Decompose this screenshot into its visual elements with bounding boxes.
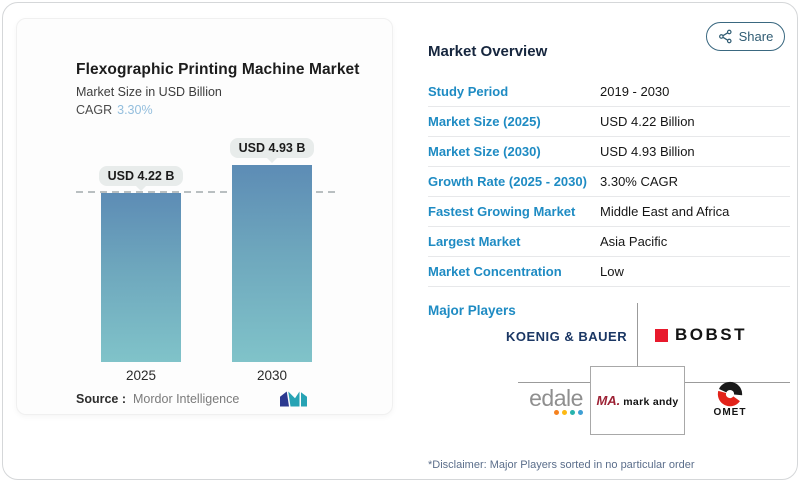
omet-glyph-icon <box>717 381 743 407</box>
major-players-section: Major Players KOENIG & BAUER BOBST MA. m… <box>428 301 790 449</box>
mark-andy-logo: MA. mark andy <box>596 393 678 408</box>
overview-row: Market Size (2030) USD 4.93 Billion <box>428 137 790 167</box>
omet-logo: OMET <box>700 381 760 418</box>
overview-table: Study Period 2019 - 2030 Market Size (2025… <box>428 77 790 287</box>
mark-andy-logo-box: MA. mark andy <box>590 366 685 435</box>
overview-row: Largest Market Asia Pacific <box>428 227 790 257</box>
connector-vertical-line <box>637 303 638 382</box>
bar-group-2030: USD 4.93 B 2030 <box>229 138 315 386</box>
overview-row-value: USD 4.93 Billion <box>600 144 695 159</box>
mordor-intelligence-logo <box>280 391 307 407</box>
overview-row-value: USD 4.22 Billion <box>600 114 695 129</box>
cagr-row: CAGR 3.30% <box>76 103 153 117</box>
reference-dashed-line <box>76 191 340 193</box>
chart-title: Flexographic Printing Machine Market <box>76 61 360 78</box>
overview-row: Study Period 2019 - 2030 <box>428 77 790 107</box>
overview-row-value: 3.30% CAGR <box>600 174 679 189</box>
overview-row: Fastest Growing Market Middle East and Af… <box>428 197 790 227</box>
bobst-logo-text: BOBST <box>675 325 747 344</box>
bobst-logo: BOBST <box>655 325 747 345</box>
cagr-label: CAGR <box>76 103 113 117</box>
bobst-red-square-icon <box>655 328 668 342</box>
chart-subtitle: Market Size in USD Billion <box>76 85 222 99</box>
badge-caret <box>136 186 146 191</box>
major-players-heading: Major Players <box>428 303 516 318</box>
overview-row: Growth Rate (2025 - 2030) 3.30% CAGR <box>428 167 790 197</box>
edale-logo: edale <box>523 387 589 415</box>
bar <box>101 193 181 362</box>
mark-andy-monogram: MA. <box>596 393 621 408</box>
edale-dots-icon <box>523 410 589 415</box>
overview-row-label: Market Size (2025) <box>428 114 541 129</box>
overview-row-value: Low <box>600 264 624 279</box>
market-overview-panel: Market Overview Study Period 2019 - 2030 M… <box>428 43 790 471</box>
disclaimer-text: *Disclaimer: Major Players sorted in no … <box>428 459 695 471</box>
mark-andy-logo-text: mark andy <box>623 396 679 408</box>
bar-value-badge: USD 4.22 B <box>98 166 184 186</box>
overview-row-label: Largest Market <box>428 234 521 249</box>
overview-row-label: Growth Rate (2025 - 2030) <box>428 174 587 189</box>
overview-row-value: Asia Pacific <box>600 234 668 249</box>
bar-value-badge: USD 4.93 B <box>229 138 315 158</box>
badge-caret <box>267 158 277 163</box>
omet-logo-text: OMET <box>713 407 747 418</box>
bar <box>232 165 312 362</box>
chart-card: Flexographic Printing Machine Market Mar… <box>16 18 393 415</box>
panel-heading: Market Overview <box>428 43 548 60</box>
share-button[interactable]: Share <box>706 22 785 51</box>
overview-row-value: 2019 - 2030 <box>600 84 670 99</box>
overview-row: Market Concentration Low <box>428 257 790 287</box>
source-value: Mordor Intelligence <box>133 392 240 406</box>
source-row: Source : Mordor Intelligence <box>76 391 307 407</box>
share-button-label: Share <box>738 29 774 44</box>
bar-group-2025: USD 4.22 B 2025 <box>98 166 184 386</box>
overview-row-label: Study Period <box>428 84 509 99</box>
overview-row-label: Fastest Growing Market <box>428 204 576 219</box>
source-label: Source : <box>76 392 127 406</box>
bar-chart: USD 4.22 B 2025 USD 4.93 B 2030 <box>76 138 340 386</box>
overview-row: Market Size (2025) USD 4.22 Billion <box>428 107 790 137</box>
koenig-bauer-logo: KOENIG & BAUER <box>506 329 628 344</box>
overview-row-label: Market Concentration <box>428 264 562 279</box>
cagr-value: 3.30% <box>117 103 153 117</box>
x-axis-label: 2025 <box>125 368 157 383</box>
x-axis-label: 2030 <box>256 368 288 383</box>
edale-logo-text: edale <box>529 385 583 411</box>
overview-row-label: Market Size (2030) <box>428 144 541 159</box>
overview-row-value: Middle East and Africa <box>600 204 730 219</box>
share-icon <box>718 29 732 44</box>
